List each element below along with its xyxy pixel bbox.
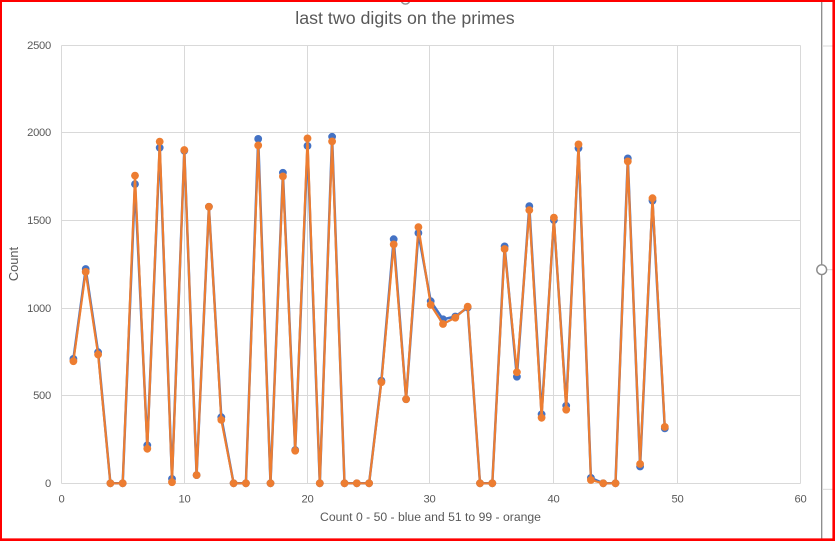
svg-text:1500: 1500 — [27, 215, 51, 227]
svg-text:30: 30 — [424, 494, 436, 506]
svg-text:Count: Count — [6, 246, 21, 281]
svg-text:40: 40 — [548, 494, 560, 506]
svg-text:last two digits on the primes: last two digits on the primes — [295, 8, 515, 28]
svg-text:Count 0 - 50 - blue and 51 to: Count 0 - 50 - blue and 51 to 99 - orang… — [320, 510, 541, 524]
svg-text:20: 20 — [302, 494, 314, 506]
svg-text:0: 0 — [45, 478, 51, 490]
svg-text:2500: 2500 — [27, 40, 51, 52]
svg-text:500: 500 — [33, 390, 51, 402]
svg-text:10: 10 — [179, 494, 191, 506]
svg-text:0: 0 — [59, 494, 65, 506]
svg-text:2000: 2000 — [27, 127, 51, 139]
svg-text:60: 60 — [795, 494, 807, 506]
svg-text:1000: 1000 — [27, 303, 51, 315]
svg-text:50: 50 — [672, 494, 684, 506]
